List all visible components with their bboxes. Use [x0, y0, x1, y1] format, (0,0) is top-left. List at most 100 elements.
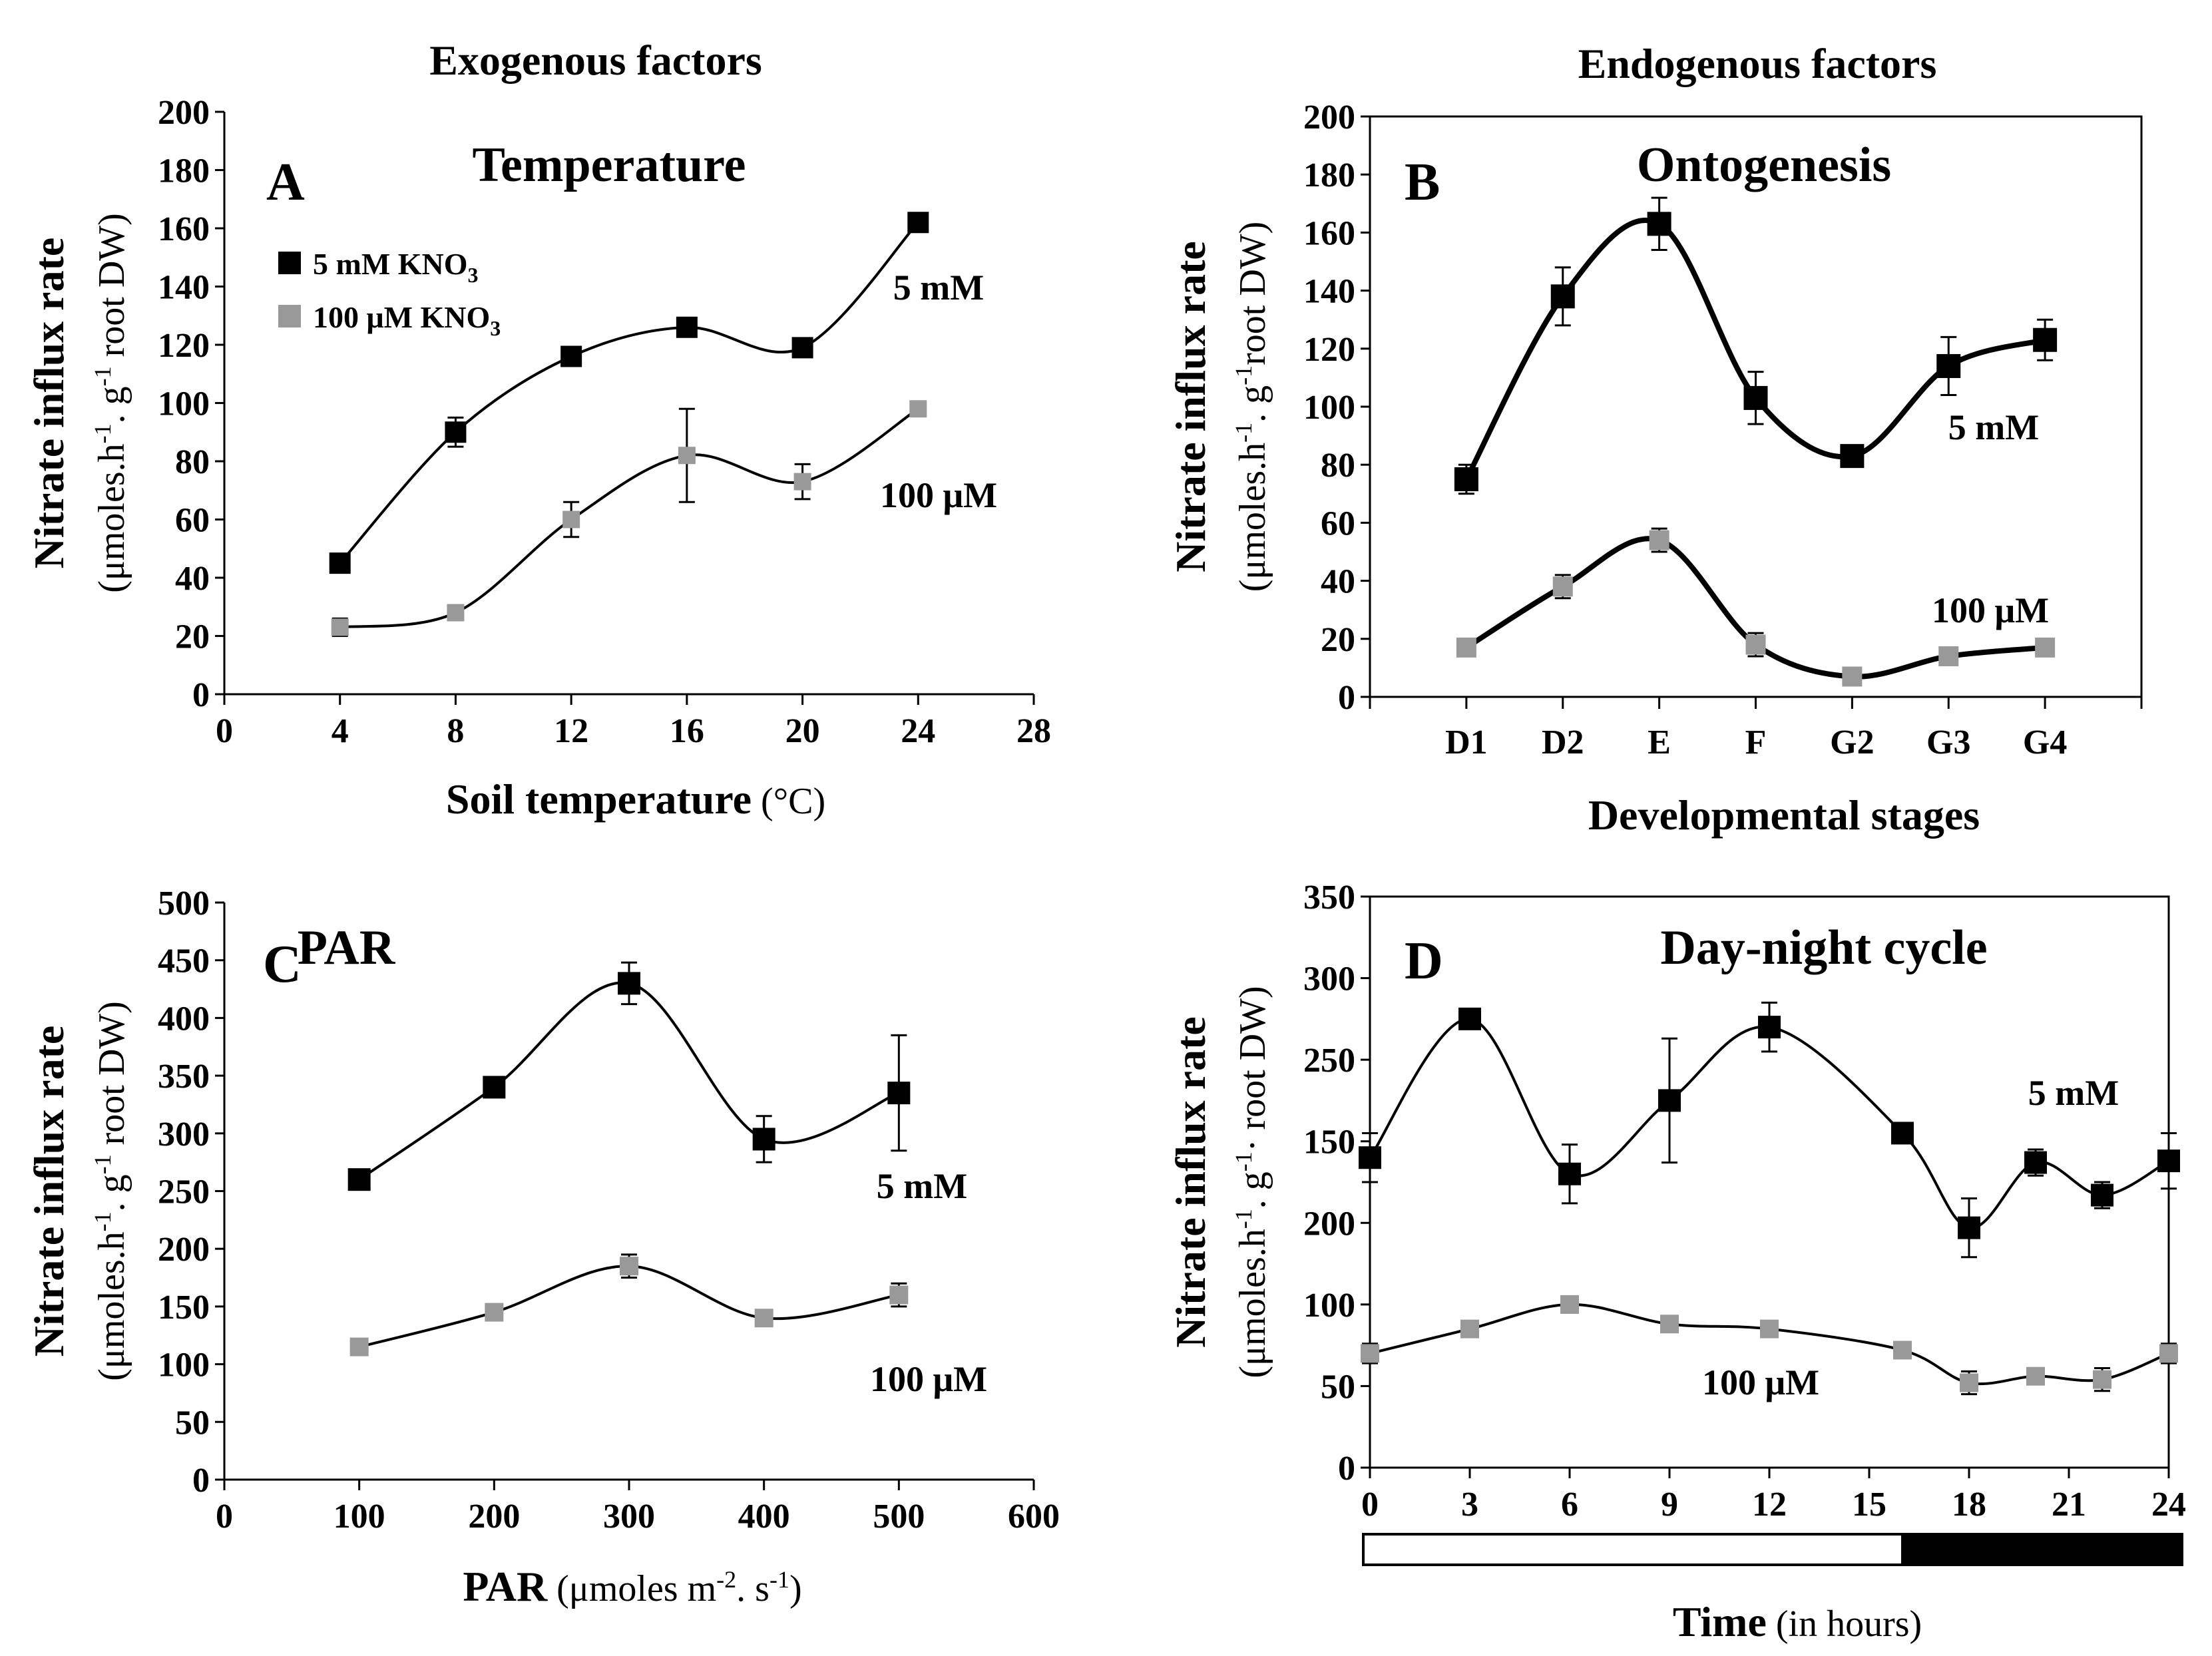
- series-annotation: 5 mM: [1948, 407, 2039, 447]
- y-tick-label: 200: [158, 94, 210, 132]
- y-tick-label: 180: [1303, 156, 1355, 194]
- series-line: [1369, 1303, 2169, 1386]
- y-tick-label: 160: [158, 210, 210, 248]
- y-tick-label: 350: [1303, 879, 1355, 917]
- data-point: [676, 316, 698, 338]
- data-point: [1758, 1016, 1781, 1039]
- light-period-bar: [1362, 1533, 1904, 1566]
- data-point: [331, 618, 349, 636]
- y-tick-label: 40: [1321, 563, 1355, 601]
- y-tick-label: 100: [158, 385, 210, 423]
- series-annotation: 5 mM: [877, 1166, 967, 1206]
- data-point: [445, 421, 467, 443]
- data-point: [2159, 1344, 2178, 1363]
- y-tick-label: 20: [1321, 621, 1355, 659]
- y-axis-unit: (μmoles.h-1. g-1 root DW): [89, 213, 132, 593]
- panel-title: PAR: [298, 921, 396, 975]
- y-tick-label: 100: [158, 1346, 210, 1384]
- data-point: [1660, 1315, 1679, 1334]
- data-point: [1458, 1007, 1481, 1030]
- x-tick-label: 24: [2151, 1486, 2186, 1524]
- legend-label-100um: 100 μM KNO3: [313, 300, 501, 340]
- data-point: [1460, 1319, 1479, 1339]
- panel-c: 0 50 100 150 200 250 300 350 400 450 500 0 100 200 300…: [25, 885, 1060, 1610]
- data-point: [1745, 634, 1766, 655]
- y-axis-label: Nitrate influx rate: [1167, 1016, 1214, 1348]
- data-point: [907, 212, 929, 234]
- panel-letter: C: [263, 935, 302, 994]
- data-point: [1454, 467, 1478, 491]
- x-tick-label: 500: [873, 1498, 925, 1536]
- legend-label-5mm: 5 mM KNO3: [313, 247, 479, 287]
- y-axis-unit: (μmoles.h-1. g-1root DW): [1230, 222, 1273, 592]
- x-tick-label: 0: [1361, 1486, 1379, 1524]
- x-tick-label: 600: [1008, 1498, 1060, 1536]
- data-point: [1842, 666, 1863, 687]
- y-tick-label: 450: [158, 942, 210, 980]
- data-point: [1760, 1319, 1779, 1339]
- x-tick-label: 100: [333, 1498, 385, 1536]
- header-exogenous: Exogenous factors: [429, 37, 762, 84]
- y-tick-label: 500: [158, 885, 210, 923]
- y-tick-label: 50: [1321, 1368, 1355, 1406]
- y-tick-label: 0: [1338, 679, 1355, 717]
- y-tick-label: 250: [158, 1173, 210, 1211]
- data-point: [791, 337, 813, 359]
- data-point: [562, 511, 580, 528]
- legend-swatch-100um: [278, 305, 301, 327]
- x-tick-label: 21: [2052, 1486, 2086, 1524]
- data-point: [1456, 637, 1476, 658]
- data-point: [1649, 530, 1669, 550]
- y-tick-label: 250: [1303, 1042, 1355, 1080]
- x-tick-label: 3: [1461, 1486, 1478, 1524]
- data-point: [485, 1303, 504, 1322]
- x-tick-label: G4: [2023, 724, 2067, 761]
- data-point: [1552, 576, 1573, 597]
- panel-title: Day-night cycle: [1660, 921, 1987, 975]
- data-point: [620, 1257, 638, 1276]
- panel-letter: D: [1405, 932, 1443, 990]
- data-point: [329, 552, 351, 574]
- x-tick-label: 12: [554, 712, 588, 750]
- data-point: [1560, 1295, 1579, 1314]
- x-tick-label: 200: [468, 1498, 520, 1536]
- x-tick-label: 8: [447, 712, 464, 750]
- data-point: [349, 1337, 369, 1356]
- y-tick-label: 140: [158, 269, 210, 307]
- x-tick-label: 400: [738, 1498, 790, 1536]
- y-axis-label: Nitrate influx rate: [25, 238, 73, 569]
- series-annotation: 100 μM: [870, 1359, 987, 1399]
- y-tick-label: 0: [192, 676, 210, 714]
- x-tick-label: 18: [1952, 1486, 1986, 1524]
- data-point: [889, 1285, 909, 1305]
- data-point: [793, 473, 811, 491]
- y-axis-label: Nitrate influx rate: [1167, 241, 1214, 572]
- x-tick-label: 0: [216, 712, 233, 750]
- data-point: [2091, 1183, 2113, 1207]
- x-tick-label: 15: [1852, 1486, 1886, 1524]
- series-annotation: 5 mM: [2028, 1073, 2119, 1113]
- data-point: [1893, 1341, 1912, 1360]
- panel-b: 0 20 40 60 80 100 120 140 160 180 200 D1 D2 E F G2 G3 G4 5…: [1167, 99, 2143, 839]
- series-annotation: 100 μM: [880, 475, 997, 515]
- x-tick-label: 4: [332, 712, 349, 750]
- y-tick-label: 100: [1303, 389, 1355, 427]
- y-tick-label: 120: [1303, 331, 1355, 369]
- x-tick-label: 12: [1752, 1486, 1787, 1524]
- y-tick-label: 350: [158, 1058, 210, 1096]
- y-tick-label: 160: [1303, 214, 1355, 252]
- x-tick-label: G3: [1926, 724, 1970, 761]
- data-point: [347, 1168, 371, 1191]
- panel-title: Ontogenesis: [1637, 138, 1891, 192]
- y-tick-label: 20: [175, 618, 210, 656]
- data-point: [1658, 1089, 1681, 1112]
- legend: 5 mM KNO3 100 μM KNO3: [278, 247, 501, 340]
- x-axis-label: Developmental stages: [1588, 791, 1980, 839]
- x-tick-label: D2: [1542, 724, 1584, 761]
- data-point: [2157, 1149, 2180, 1173]
- x-axis-label: PAR (μmoles m-2. s-1): [463, 1563, 801, 1610]
- data-point: [618, 972, 640, 995]
- y-tick-label: 200: [158, 1231, 210, 1269]
- data-point: [1936, 353, 1961, 378]
- y-tick-label: 200: [1303, 99, 1355, 136]
